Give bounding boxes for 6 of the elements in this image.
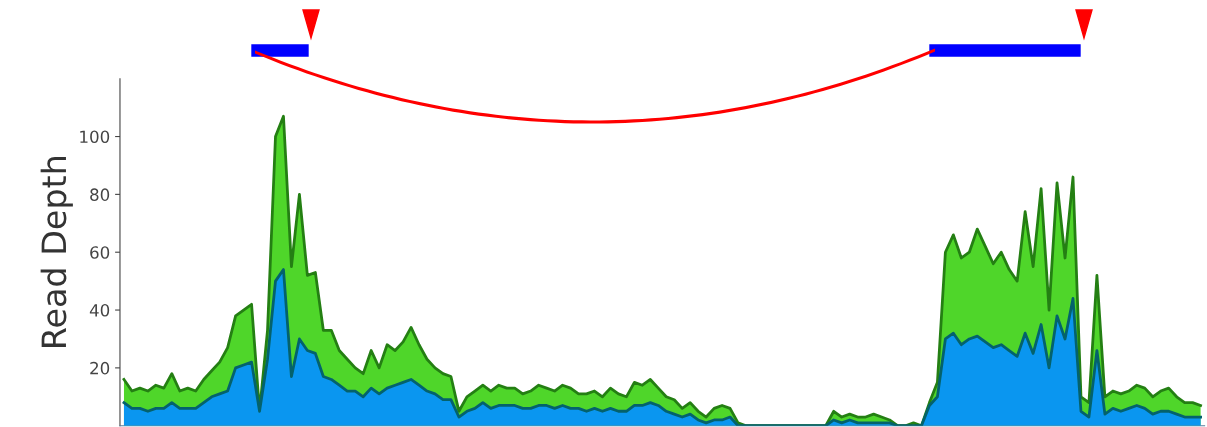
y-tick-label: 20 xyxy=(90,361,110,375)
y-tick-label: 80 xyxy=(90,188,110,201)
y-tick-label: 60 xyxy=(90,246,110,259)
y-tick-label: 100 xyxy=(80,130,110,144)
y-tick-label: 40 xyxy=(89,304,110,317)
y-axis-title: Read Depth xyxy=(40,157,73,347)
